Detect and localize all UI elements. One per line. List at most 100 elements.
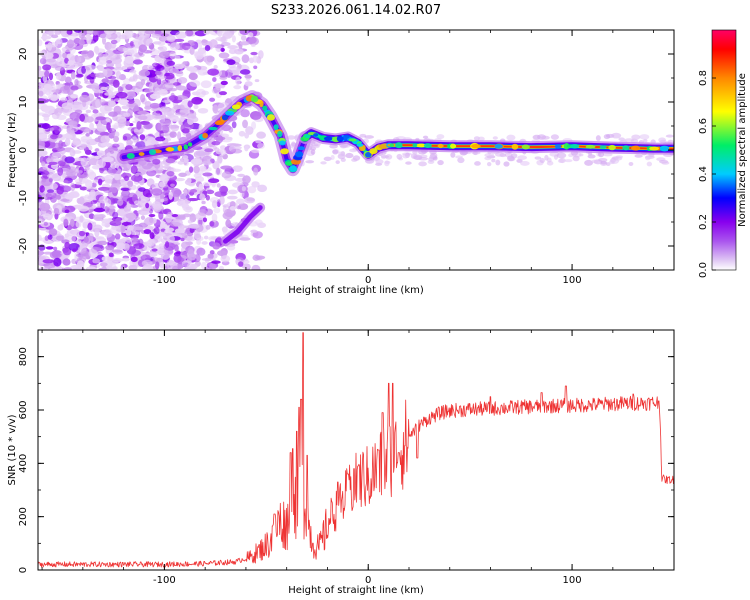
noise-blob	[615, 155, 623, 159]
noise-blob	[99, 105, 112, 114]
ridge-speckle	[277, 130, 283, 138]
noise-blob	[587, 154, 596, 159]
noise-blob	[225, 136, 233, 141]
noise-blob	[211, 183, 216, 188]
noise-blob	[38, 65, 42, 71]
noise-blob	[53, 107, 63, 116]
noise-blob	[111, 249, 123, 253]
noise-blob	[94, 148, 100, 153]
noise-blob	[158, 35, 168, 42]
noise-blob	[216, 183, 221, 188]
noise-blob	[108, 102, 116, 108]
noise-blob	[163, 107, 175, 116]
noise-blob	[77, 170, 83, 174]
noise-blob	[159, 261, 165, 269]
noise-blob	[254, 79, 260, 83]
noise-blob	[257, 184, 268, 193]
noise-blob	[105, 85, 114, 93]
noise-blob	[159, 223, 168, 228]
noise-blob	[437, 160, 444, 166]
noise-blob	[62, 52, 67, 59]
noise-blob	[221, 171, 232, 179]
noise-blob	[139, 134, 146, 141]
noise-blob	[250, 111, 262, 120]
y-tick-label: -20	[18, 238, 29, 254]
ridge-speckle	[570, 144, 580, 149]
spectrogram-y-label: Frequency (Hz)	[7, 112, 18, 188]
noise-blob	[218, 91, 227, 96]
noise-blob	[47, 173, 59, 179]
noise-blob	[89, 122, 94, 130]
noise-blob	[96, 150, 106, 157]
noise-blob	[202, 160, 212, 166]
noise-blob	[229, 201, 236, 208]
ridge-speckle	[291, 158, 301, 165]
noise-blob	[99, 262, 108, 267]
noise-blob	[140, 254, 151, 262]
noise-blob	[164, 119, 171, 126]
noise-blob	[422, 135, 429, 139]
noise-blob	[57, 167, 64, 176]
noise-blob	[103, 30, 115, 35]
noise-blob	[229, 205, 236, 211]
ridge-speckle	[554, 144, 562, 149]
noise-blob	[131, 46, 137, 56]
noise-blob	[75, 181, 83, 186]
noise-blob	[152, 203, 164, 211]
noise-blob	[173, 82, 181, 86]
noise-blob	[364, 135, 375, 139]
noise-blob	[166, 259, 175, 269]
noise-blob	[193, 230, 201, 240]
noise-blob	[169, 116, 181, 122]
noise-blob	[92, 224, 103, 232]
noise-blob	[242, 119, 248, 129]
noise-blob	[611, 132, 622, 139]
noise-blob	[127, 180, 134, 188]
ridge-speckle	[649, 146, 660, 151]
noise-blob	[209, 262, 217, 270]
noise-blob	[166, 227, 175, 232]
noise-blob	[95, 72, 106, 78]
noise-blob	[429, 153, 436, 158]
noise-blob	[603, 134, 611, 140]
noise-blob	[116, 91, 128, 99]
noise-blob	[76, 73, 84, 78]
noise-blob	[144, 216, 155, 226]
noise-blob	[164, 241, 170, 249]
noise-blob	[239, 30, 251, 36]
noise-blob	[66, 166, 76, 173]
y-tick-label: 10	[18, 96, 29, 109]
noise-blob	[63, 180, 69, 184]
noise-blob	[70, 85, 79, 91]
noise-blob	[252, 231, 263, 239]
noise-blob	[150, 140, 159, 145]
y-tick-label: 20	[18, 48, 29, 61]
noise-blob	[64, 241, 70, 249]
noise-blob	[74, 109, 83, 114]
noise-blob	[112, 258, 124, 263]
ridge-speckle	[348, 138, 357, 142]
noise-blob	[120, 264, 126, 270]
noise-blob	[92, 109, 99, 114]
noise-blob	[151, 188, 163, 196]
noise-blob	[546, 160, 554, 166]
noise-blob	[77, 205, 90, 212]
noise-blob	[250, 229, 258, 233]
noise-blob	[130, 165, 138, 174]
noise-blob	[117, 114, 126, 119]
noise-blob	[67, 60, 75, 66]
ridge-speckle	[416, 143, 427, 148]
noise-blob	[211, 213, 218, 222]
noise-blob	[182, 199, 191, 205]
noise-blob	[102, 187, 113, 193]
noise-blob	[251, 149, 260, 154]
noise-blob	[219, 195, 225, 205]
noise-blob	[80, 157, 89, 167]
noise-blob	[251, 181, 260, 188]
frequency-ridge	[116, 90, 674, 247]
noise-blob	[241, 263, 251, 269]
noise-blob	[148, 213, 156, 218]
x-tick-label: -100	[153, 575, 176, 586]
noise-blob	[486, 161, 492, 167]
noise-blob	[79, 94, 90, 103]
